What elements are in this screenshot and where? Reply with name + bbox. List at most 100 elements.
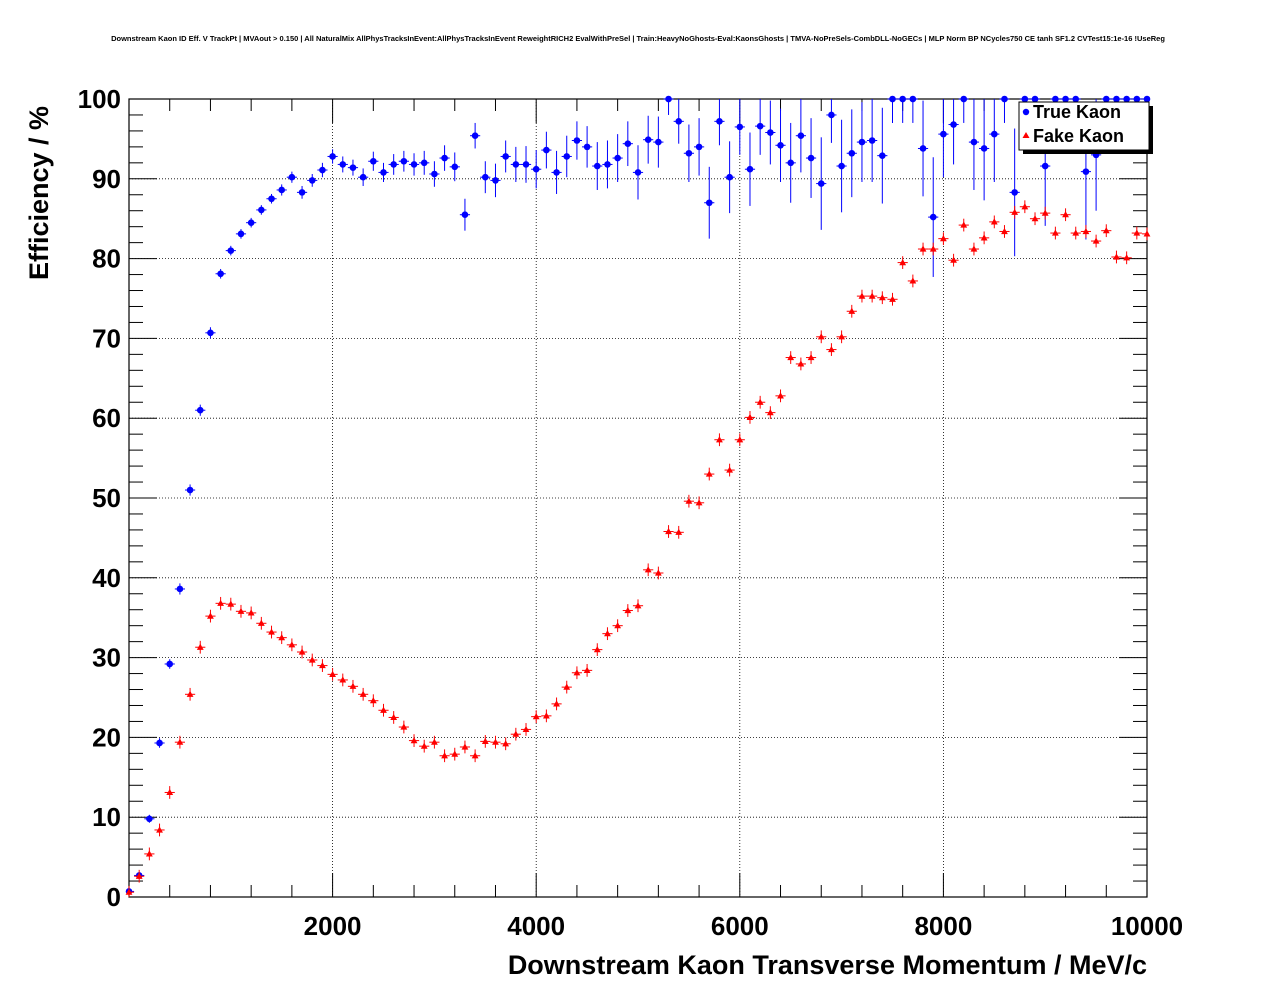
data-point <box>562 681 572 694</box>
marker <box>696 144 703 151</box>
data-point <box>1101 224 1111 237</box>
data-point <box>328 149 338 163</box>
marker <box>278 187 285 194</box>
data-point <box>694 118 704 175</box>
marker <box>268 628 275 634</box>
marker <box>289 174 296 181</box>
y-tick-label: 100 <box>78 84 121 114</box>
data-point <box>796 358 806 371</box>
data-point <box>1020 200 1030 213</box>
marker <box>665 96 672 103</box>
data-point <box>684 495 694 508</box>
data-point <box>1091 235 1101 248</box>
marker <box>339 161 346 168</box>
data-point <box>419 740 429 753</box>
marker <box>248 219 255 226</box>
data-point <box>205 327 215 338</box>
marker <box>502 153 509 160</box>
data-point <box>887 293 897 306</box>
data-point <box>287 638 297 651</box>
data-point <box>236 605 246 618</box>
data-point <box>826 343 836 356</box>
marker <box>1083 168 1090 175</box>
marker <box>1001 228 1008 234</box>
data-point <box>409 734 419 747</box>
marker <box>1123 96 1130 103</box>
marker <box>716 118 723 125</box>
marker <box>513 161 520 168</box>
data-point <box>826 99 836 143</box>
data-point <box>511 147 521 182</box>
data-point <box>511 728 521 741</box>
marker <box>451 164 458 171</box>
data-point <box>623 604 633 617</box>
y-tick-label: 70 <box>92 323 121 353</box>
x-tick-label: 8000 <box>914 911 972 941</box>
marker <box>441 155 448 162</box>
data-point <box>216 597 226 610</box>
marker <box>808 155 815 162</box>
data-point <box>908 96 918 123</box>
data-point <box>531 150 541 188</box>
marker <box>828 112 835 119</box>
data-point <box>389 154 399 175</box>
y-tick-label: 20 <box>92 722 121 752</box>
data-point <box>1050 227 1060 240</box>
data-point <box>704 468 714 481</box>
marker <box>604 161 611 168</box>
marker <box>451 751 458 757</box>
x-tick-labels: 2000 4000 6000 8000 10000 <box>304 911 1183 941</box>
marker <box>848 150 855 157</box>
marker <box>1022 96 1029 103</box>
legend: True Kaon Fake Kaon <box>1019 102 1153 154</box>
data-point <box>521 723 531 736</box>
data-point <box>317 659 327 672</box>
marker <box>431 171 438 178</box>
data-point <box>256 617 266 630</box>
marker <box>319 662 326 668</box>
y-tick-label: 50 <box>92 483 121 513</box>
marker <box>299 189 306 196</box>
marker <box>910 96 917 103</box>
marker <box>492 177 499 184</box>
data-point <box>266 194 276 204</box>
data-point <box>450 748 460 761</box>
data-point <box>246 218 256 228</box>
marker <box>197 644 204 650</box>
data-point <box>480 735 490 748</box>
data-point <box>979 99 989 200</box>
data-point <box>745 411 755 424</box>
data-point <box>847 305 857 318</box>
marker <box>930 214 937 221</box>
x-tick-label: 4000 <box>507 911 565 941</box>
data-point <box>409 153 419 175</box>
data-point <box>195 405 205 416</box>
marker <box>401 158 408 165</box>
data-point <box>674 526 684 539</box>
marker <box>574 669 581 675</box>
data-point <box>623 121 633 166</box>
data-point <box>307 174 317 187</box>
data-point <box>551 698 561 711</box>
marker <box>930 245 937 251</box>
y-tick-label: 10 <box>92 802 121 832</box>
data-point <box>1010 129 1020 257</box>
data-point <box>979 231 989 244</box>
marker <box>238 231 245 238</box>
data-point <box>816 330 826 343</box>
data-point <box>837 330 847 343</box>
data-point <box>1132 227 1142 240</box>
y-tick-label: 40 <box>92 563 121 593</box>
data-point <box>877 291 887 304</box>
marker <box>971 139 978 146</box>
data-point <box>613 619 623 632</box>
data-point <box>684 125 694 182</box>
data-point <box>338 674 348 687</box>
data-point <box>704 167 714 239</box>
data-point <box>317 163 327 177</box>
data-point <box>1010 206 1020 219</box>
data-point <box>857 102 867 182</box>
data-point <box>307 654 317 667</box>
marker <box>879 152 886 159</box>
marker <box>838 163 845 170</box>
